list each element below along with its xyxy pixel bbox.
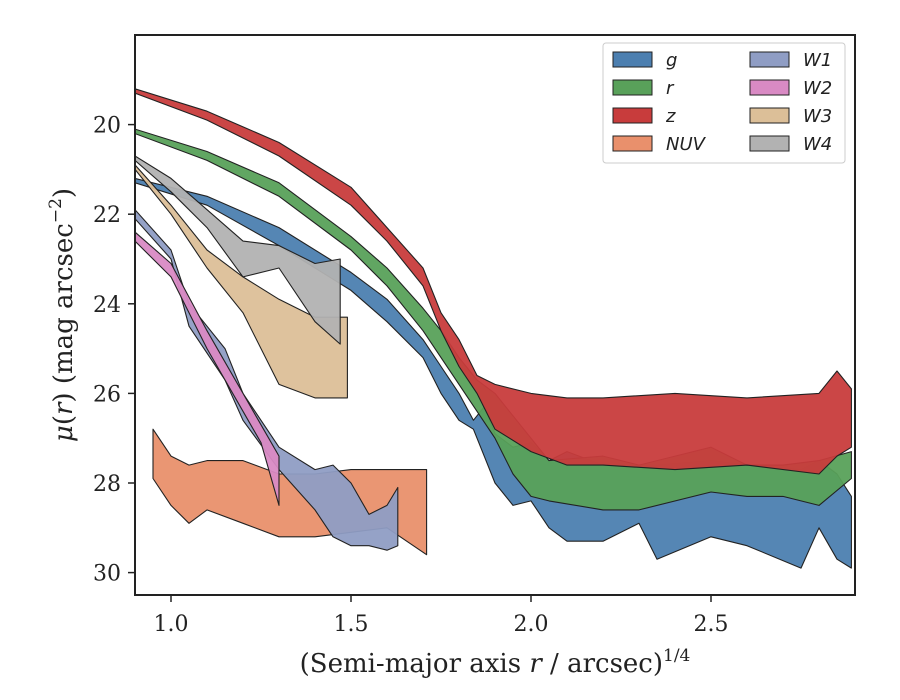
y-tick-label: 28 (93, 472, 121, 497)
legend-label-g: g (666, 50, 677, 71)
legend-swatch-nuv (612, 135, 653, 152)
legend-label-w1: W1 (803, 50, 832, 71)
series-band-w3 (135, 164, 348, 399)
legend-label-nuv: NUV (666, 134, 707, 155)
series-band-w1 (135, 209, 399, 551)
x-tick-label: 2.5 (694, 612, 729, 637)
series-layer (135, 88, 852, 569)
y-tick-label: 22 (93, 203, 121, 228)
x-tick-label: 1.0 (154, 612, 189, 637)
legend-swatch-w3 (749, 107, 790, 124)
legend-label-w4: W4 (803, 134, 832, 155)
legend-swatch-w4 (749, 135, 790, 152)
legend-swatch-r (612, 79, 653, 96)
legend-swatch-g (612, 51, 653, 68)
x-tick-label: 2.0 (514, 612, 549, 637)
legend: grz NUV W1 W2 W3 W4 (602, 42, 846, 164)
axes-layer: 1.0 1.5 2.0 2.5 20 22 24 26 28 30 (Semi-major axis… (46, 34, 856, 679)
series-band-w4 (135, 155, 341, 345)
legend-swatch-w1 (749, 51, 790, 68)
x-tick-label: 1.5 (334, 612, 369, 637)
x-axis-label: (Semi-major axis r / arcsec)1/4 (300, 646, 691, 679)
legend-label-w2: W2 (803, 78, 832, 99)
y-tick-label: 24 (93, 293, 121, 318)
legend-box (602, 42, 846, 164)
y-axis-label: μ(r) (mag arcsec−2) (46, 188, 79, 442)
legend-label-w3: W3 (803, 106, 832, 127)
legend-label-z: z (665, 106, 676, 127)
series-band-z (135, 88, 852, 475)
legend-label-r: r (666, 78, 675, 99)
plot-frame (134, 34, 856, 596)
series-band-w2 (135, 231, 280, 506)
y-tick-label: 20 (93, 114, 121, 139)
y-tick-label: 26 (93, 382, 121, 407)
y-tick-label: 30 (93, 562, 121, 587)
legend-swatch-z (612, 107, 653, 124)
legend-swatch-w2 (749, 79, 790, 96)
